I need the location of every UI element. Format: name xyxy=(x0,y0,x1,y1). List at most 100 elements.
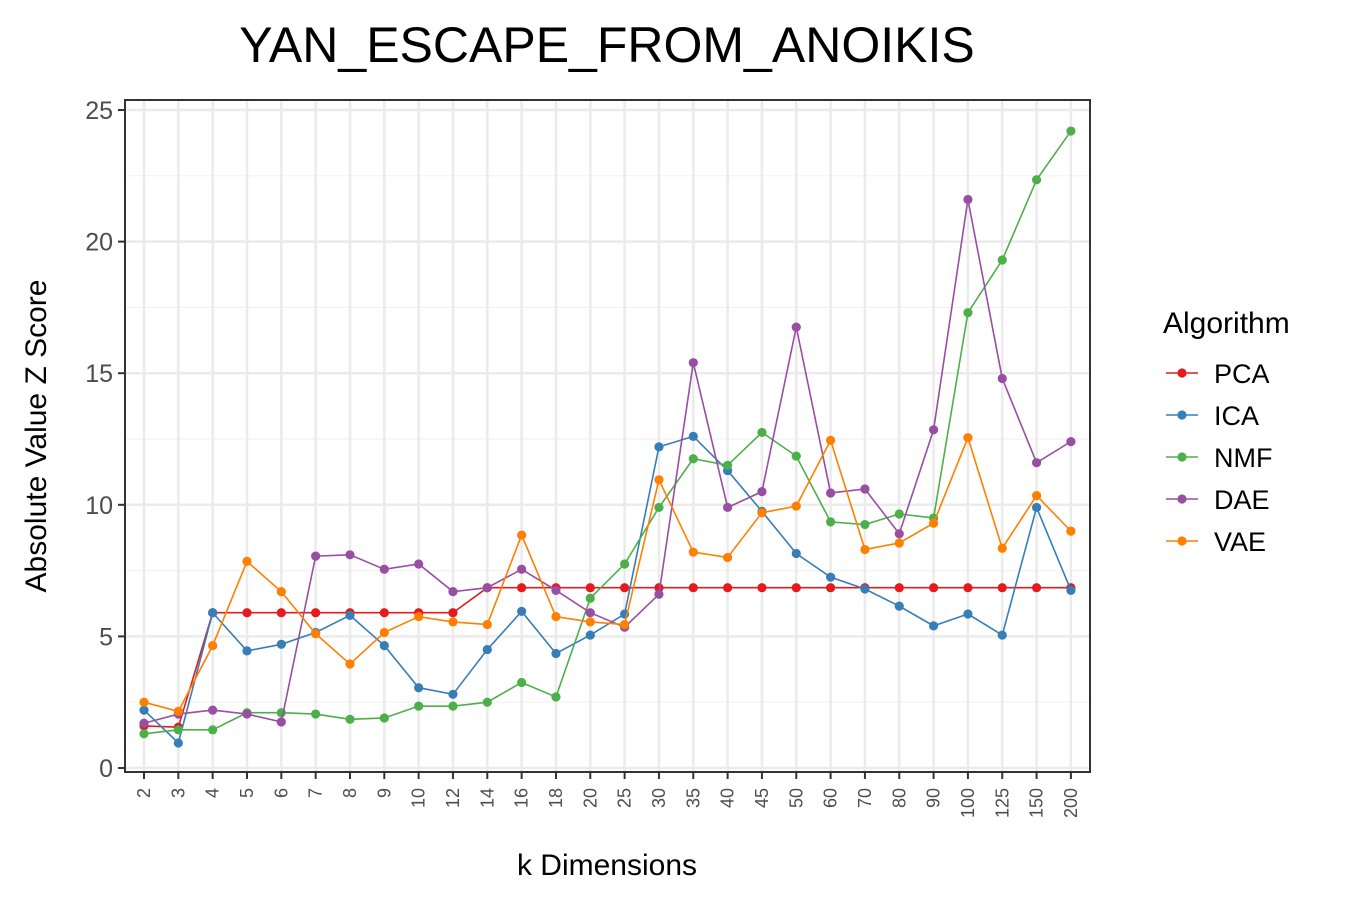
data-point-pca xyxy=(620,583,630,593)
data-point-vae xyxy=(482,619,492,630)
data-point-dae xyxy=(585,608,595,618)
data-point-vae xyxy=(379,627,389,638)
data-point-ica xyxy=(654,442,664,452)
data-point-pca xyxy=(585,583,595,593)
data-point-dae xyxy=(997,373,1007,384)
data-point-nmf xyxy=(723,460,733,470)
data-point-pca xyxy=(448,608,458,618)
data-point-ica xyxy=(173,738,183,748)
y-tick-label: 25 xyxy=(85,97,113,125)
data-point-ica xyxy=(379,641,389,651)
y-axis-title: Absolute Value Z Score xyxy=(20,280,53,593)
x-tick-label: 16 xyxy=(512,788,532,808)
legend-item-pca: PCA xyxy=(1166,359,1270,389)
data-point-vae xyxy=(173,706,183,717)
legend-label-nmf: NMF xyxy=(1214,443,1272,473)
x-tick-label: 7 xyxy=(306,788,326,798)
data-point-vae xyxy=(345,659,355,669)
data-point-pca xyxy=(963,583,973,593)
data-point-ica xyxy=(448,689,458,699)
legend-label-ica: ICA xyxy=(1214,401,1259,431)
data-point-ica xyxy=(894,601,904,611)
x-tick-label: 40 xyxy=(718,788,738,808)
x-axis-title: k Dimensions xyxy=(517,849,697,882)
legend-label-pca: PCA xyxy=(1214,359,1270,389)
data-point-dae xyxy=(345,550,355,560)
legend-item-ica: ICA xyxy=(1166,401,1259,431)
data-point-pca xyxy=(723,583,733,593)
data-point-vae xyxy=(311,629,321,639)
data-point-dae xyxy=(139,718,149,728)
data-point-dae xyxy=(928,425,939,435)
data-point-vae xyxy=(551,612,561,622)
series-dae xyxy=(139,194,1076,728)
data-point-vae xyxy=(997,543,1007,553)
data-point-pca xyxy=(517,583,527,593)
data-point-pca xyxy=(688,583,698,593)
data-point-pca xyxy=(311,608,321,618)
x-tick-label: 100 xyxy=(958,788,978,818)
x-tick-label: 200 xyxy=(1061,788,1081,818)
data-point-dae xyxy=(517,564,527,574)
data-point-dae xyxy=(379,564,389,574)
data-point-dae xyxy=(757,487,767,497)
x-tick-label: 50 xyxy=(786,788,806,808)
x-tick-label: 5 xyxy=(237,788,257,798)
data-point-dae xyxy=(208,705,218,715)
series-line-dae xyxy=(143,199,1072,725)
data-point-nmf xyxy=(688,454,698,464)
data-point-nmf xyxy=(551,692,561,702)
series-line-nmf xyxy=(143,130,1072,735)
y-tick-label: 20 xyxy=(85,229,113,257)
data-point-dae xyxy=(276,717,286,727)
x-tick-label: 18 xyxy=(546,788,566,808)
data-point-nmf xyxy=(139,729,149,739)
data-point-nmf xyxy=(448,701,458,711)
x-tick-label: 25 xyxy=(615,788,635,808)
data-point-ica xyxy=(928,621,939,631)
data-point-dae xyxy=(551,585,561,595)
data-point-vae xyxy=(517,530,527,540)
data-point-dae xyxy=(688,358,698,368)
data-point-vae xyxy=(757,508,767,518)
data-point-vae xyxy=(139,697,149,707)
y-tick-label: 15 xyxy=(85,360,113,388)
data-point-pca xyxy=(826,583,836,593)
legend-marker-pca xyxy=(1177,368,1187,378)
data-point-ica xyxy=(1031,502,1042,513)
data-point-dae xyxy=(448,587,458,597)
data-point-ica xyxy=(242,646,252,656)
data-point-vae xyxy=(860,544,870,555)
data-point-dae xyxy=(791,322,801,332)
x-tick-label: 8 xyxy=(340,788,360,798)
data-point-ica xyxy=(791,548,801,559)
data-point-nmf xyxy=(826,517,836,527)
data-point-ica xyxy=(551,648,561,659)
data-point-ica xyxy=(517,606,527,616)
data-point-nmf xyxy=(757,427,767,438)
data-point-dae xyxy=(311,551,321,561)
x-tick-label: 2 xyxy=(134,788,154,798)
x-tick-label: 14 xyxy=(477,788,497,808)
x-tick-label: 60 xyxy=(821,788,841,808)
data-point-nmf xyxy=(585,593,595,603)
data-point-dae xyxy=(1031,458,1042,468)
data-point-vae xyxy=(688,547,698,557)
x-tick-label: 80 xyxy=(889,788,909,808)
data-point-pca xyxy=(757,583,767,593)
data-point-vae xyxy=(1031,490,1042,501)
plot-border xyxy=(124,99,1091,773)
data-point-vae xyxy=(620,619,630,630)
data-point-nmf xyxy=(997,255,1007,265)
data-point-nmf xyxy=(1031,175,1042,185)
data-point-nmf xyxy=(963,308,973,318)
data-point-ica xyxy=(860,584,870,594)
data-point-ica xyxy=(688,431,698,441)
x-tick-label: 35 xyxy=(683,788,703,808)
data-point-nmf xyxy=(791,451,801,461)
data-point-vae xyxy=(448,617,458,627)
x-tick-label: 4 xyxy=(203,788,223,798)
x-tick-label: 20 xyxy=(580,788,600,808)
